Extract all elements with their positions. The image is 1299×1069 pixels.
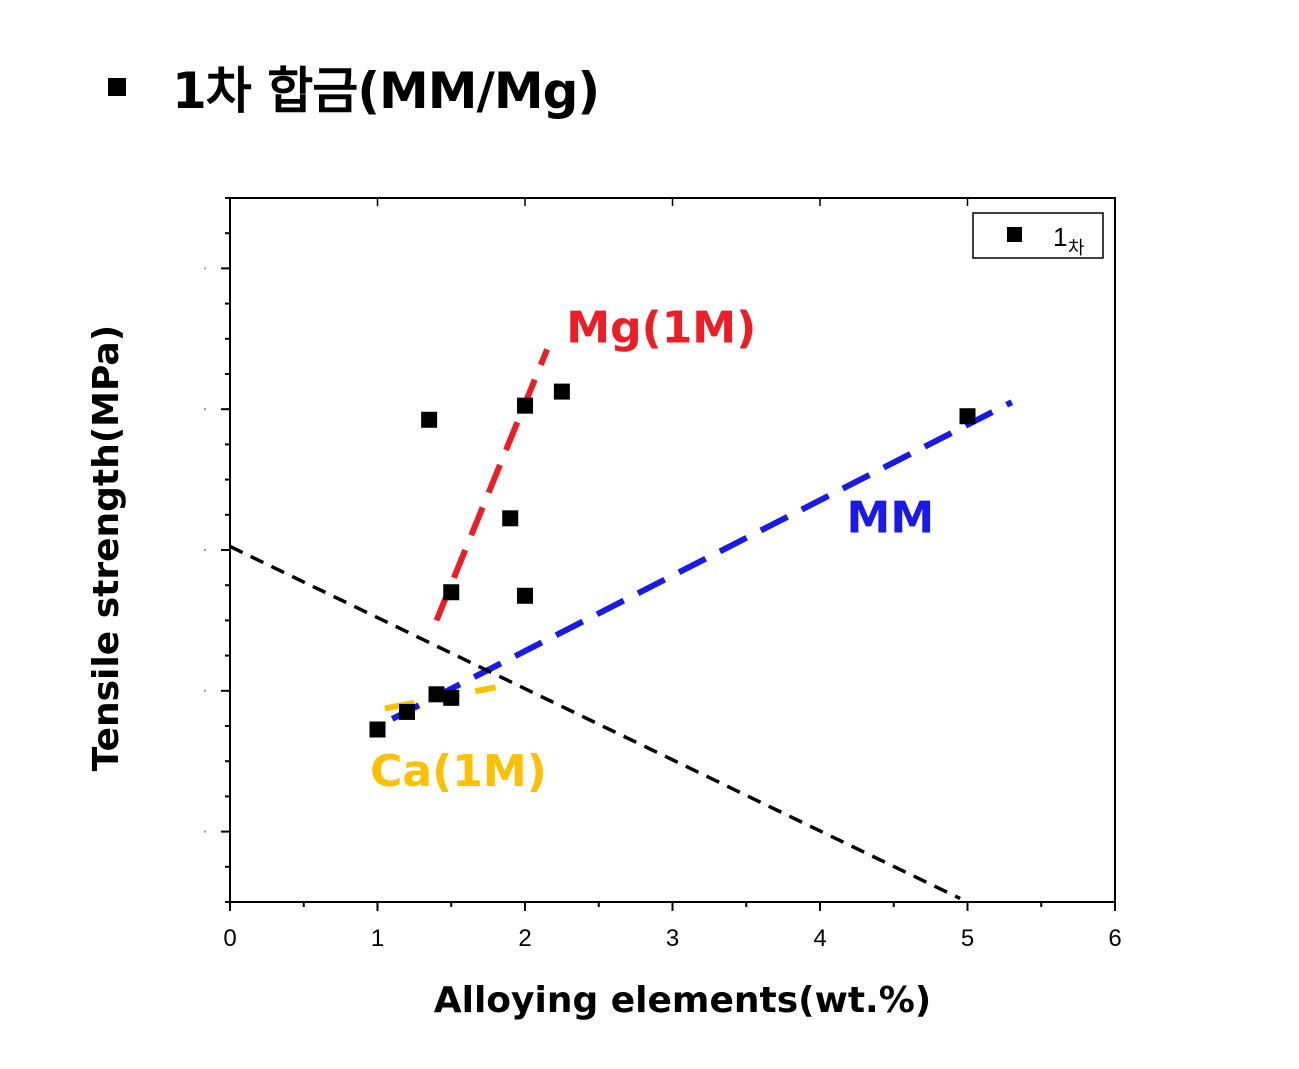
trend-line-reference [229,544,961,901]
annotation-mm: MM [847,492,935,543]
data-point [502,510,519,527]
data-point [553,383,570,400]
legend-label: 1 [1053,222,1067,252]
axes: 0 1 2 3 4 5 6 [204,197,1122,952]
data-point [443,689,460,706]
x-axis-label: Alloying elements(wt.%) [434,980,932,1021]
y-axis-label: Tensile strength(MPa) [86,325,127,771]
data-point [959,408,976,425]
annotations: Mg(1M) MM Ca(1M) [370,302,934,797]
slide-heading: 1차 합금(MM/Mg) [108,52,600,122]
data-point [428,686,445,703]
data-points [369,383,976,738]
trend-line-mg1m [433,348,550,622]
legend-marker [1007,227,1022,242]
x-tick-label: 3 [666,925,679,952]
bullet-icon [108,78,126,96]
data-point [443,584,460,601]
legend-label-subscript: 차 [1068,238,1085,259]
heading-text: 1차 합금(MM/Mg) [172,62,600,120]
x-tick-label: 4 [813,925,826,952]
trend-lines [229,348,1014,901]
trend-line-mm [390,399,1014,722]
annotation-ca1m: Ca(1M) [370,746,547,797]
data-point [369,721,386,738]
x-tick-label: 2 [518,925,531,952]
data-point [517,587,533,604]
x-tick-label: 5 [961,925,974,952]
data-point [421,411,438,428]
x-tick-label: 1 [371,925,384,952]
x-tick-label: 6 [1108,925,1121,952]
data-point [399,703,415,720]
legend-box [972,212,1104,259]
x-tick-label: 0 [223,925,236,952]
annotation-mg1m: Mg(1M) [566,302,756,353]
data-point [517,397,533,414]
